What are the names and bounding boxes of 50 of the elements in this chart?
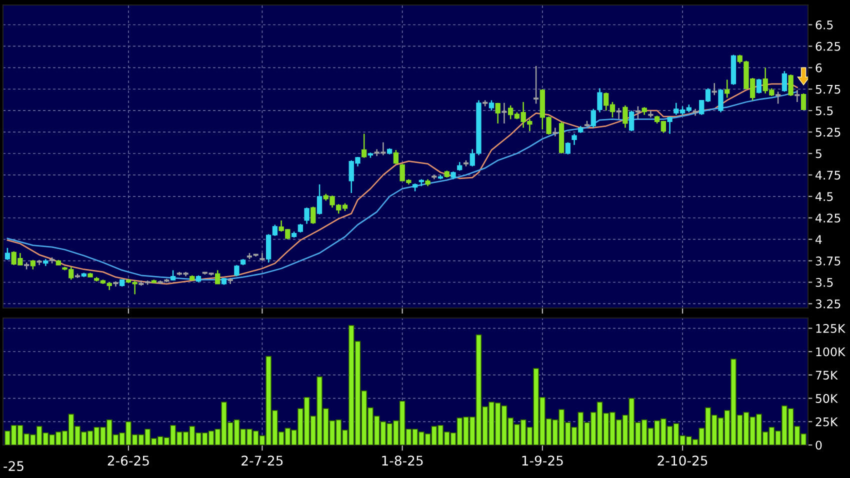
y-tick-label: 75K — [816, 370, 838, 380]
y-tick-label: 4.25 — [816, 214, 840, 223]
candlestick — [590, 108, 596, 128]
y-tick-label: 6 — [816, 63, 822, 72]
candlestick — [4, 247, 10, 261]
y-tick-label: 5 — [816, 149, 822, 158]
candlestick — [495, 102, 500, 124]
candlestick — [362, 133, 367, 158]
candlestick — [393, 149, 399, 164]
y-tick-label: 4.75 — [816, 170, 840, 180]
y-tick-label: 125K — [816, 324, 846, 333]
candlestick — [724, 79, 730, 98]
x-tick-label: 2-7-25 — [242, 456, 283, 466]
candlestick — [215, 270, 220, 285]
candlestick — [488, 100, 494, 112]
candlestick — [756, 78, 762, 94]
y-tick-label: 6.25 — [816, 42, 840, 51]
candlestick — [316, 184, 322, 216]
y-tick-label: 6.5 — [816, 20, 833, 30]
y-tick-label: 5.25 — [816, 128, 840, 137]
candlestick — [30, 259, 36, 270]
candlestick — [718, 88, 724, 113]
candlestick — [800, 92, 806, 110]
candlestick — [629, 110, 634, 132]
y-tick-label: 3.25 — [816, 299, 840, 308]
y-tick-label: 0 — [816, 440, 822, 450]
y-tick-label: 25K — [816, 417, 838, 426]
text: -25 — [4, 461, 24, 472]
x-tick-label: 2-6-25 — [108, 456, 149, 466]
y-tick-label: 4.5 — [816, 192, 833, 202]
candlestick — [667, 116, 672, 134]
y-tick-label: 5.75 — [816, 84, 840, 94]
candlestick — [597, 88, 602, 113]
y-tick-label: 100K — [816, 347, 846, 356]
candlestick — [565, 142, 570, 155]
candlestick — [572, 133, 577, 146]
candlestick — [310, 206, 316, 225]
candlestick — [622, 104, 628, 128]
x-tick-label: 1-9-25 — [522, 456, 563, 466]
candlestick — [782, 70, 788, 92]
y-tick-label: 5.5 — [816, 106, 833, 116]
x-tick-label: 2-10-25 — [658, 456, 708, 466]
y-tick-label: 3.5 — [816, 278, 833, 287]
x-tick-label: 1-8-25 — [382, 456, 423, 466]
candlestick — [788, 74, 794, 97]
y-tick-label: 4 — [816, 235, 822, 244]
candlestick — [234, 264, 240, 277]
y-tick-label: 50K — [816, 394, 838, 403]
y-tick-label: 3.75 — [816, 256, 840, 266]
candlestick — [304, 206, 310, 225]
